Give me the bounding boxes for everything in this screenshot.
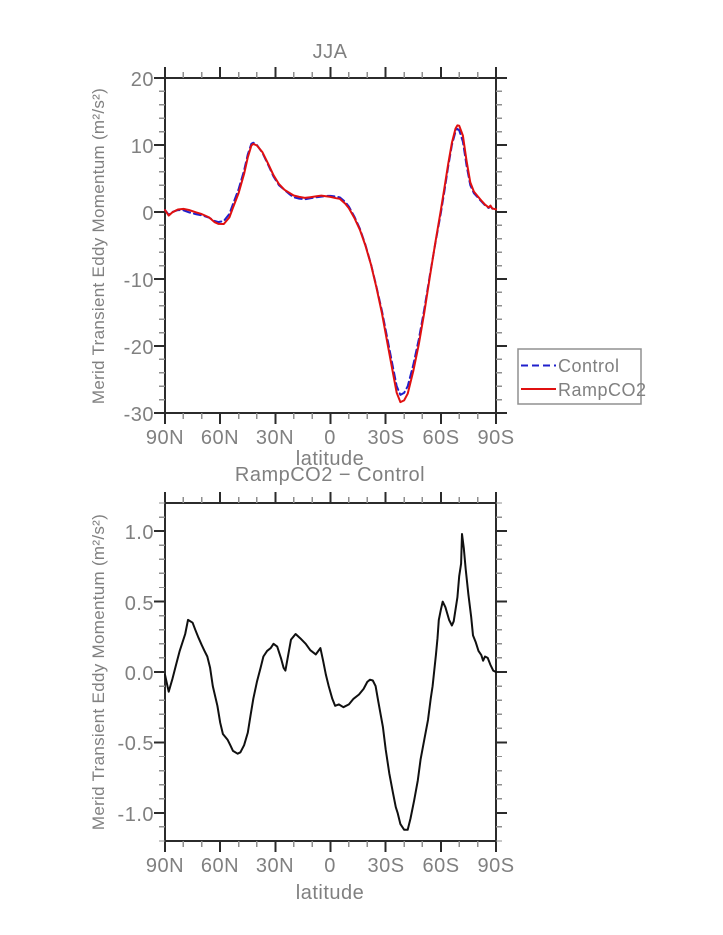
series-line-control: [164, 127, 497, 396]
series-group-1: [164, 533, 497, 831]
legend-box: [517, 348, 642, 405]
diff-xtick-90s: 90S: [477, 855, 515, 877]
diff-ytick-05: 0.5: [124, 593, 154, 615]
jja-xtick-0: 0: [324, 427, 336, 449]
series-group-0: [164, 124, 497, 404]
diff-xtick-30s: 30S: [367, 855, 405, 877]
diff-xtick-60s: 60S: [422, 855, 460, 877]
jja-ytick-m10: -10: [123, 270, 154, 292]
jja-y-axis-label: Merid Transient Eddy Momentum (m²/s²): [89, 87, 108, 405]
jja-xtick-30s: 30S: [367, 427, 405, 449]
plot-frame-0: [154, 67, 507, 424]
jja-x-axis-label: latitude: [295, 448, 365, 470]
diff-xtick-30n: 30N: [255, 855, 295, 877]
legend: [517, 348, 642, 405]
plot-box: [164, 77, 497, 414]
diff-ytick-0: 0.0: [124, 663, 154, 685]
jja-ytick-0: 0: [142, 203, 154, 225]
jja-xtick-30n: 30N: [255, 427, 295, 449]
jja-xtick-90s: 90S: [477, 427, 515, 449]
jja-chart-title: JJA: [312, 41, 348, 63]
diff-ytick-m1: -1.0: [117, 804, 154, 826]
jja-ytick-10: 10: [130, 136, 154, 158]
jja-ytick-20: 20: [130, 69, 154, 91]
jja-xtick-60n: 60N: [200, 427, 240, 449]
jja-xtick-60s: 60S: [422, 427, 460, 449]
series-line-rampco2-control: [164, 533, 497, 831]
diff-ytick-1: 1.0: [124, 522, 154, 544]
plot-box: [164, 502, 497, 842]
jja-ytick-m30: -30: [123, 404, 154, 426]
plot-frame-1: [154, 492, 507, 852]
legend-label-rampco2: RampCO2: [558, 380, 647, 400]
diff-x-axis-label: latitude: [295, 882, 365, 904]
jja-xtick-90n: 90N: [145, 427, 185, 449]
legend-label-control: Control: [558, 356, 620, 376]
diff-xtick-60n: 60N: [200, 855, 240, 877]
diff-ytick-m05: -0.5: [117, 733, 154, 755]
diff-xtick-90n: 90N: [145, 855, 185, 877]
diff-chart-title: RampCO2 − Control: [234, 464, 426, 486]
jja-ytick-m20: -20: [123, 337, 154, 359]
diff-xtick-0: 0: [324, 855, 336, 877]
series-line-rampco2: [164, 124, 497, 404]
